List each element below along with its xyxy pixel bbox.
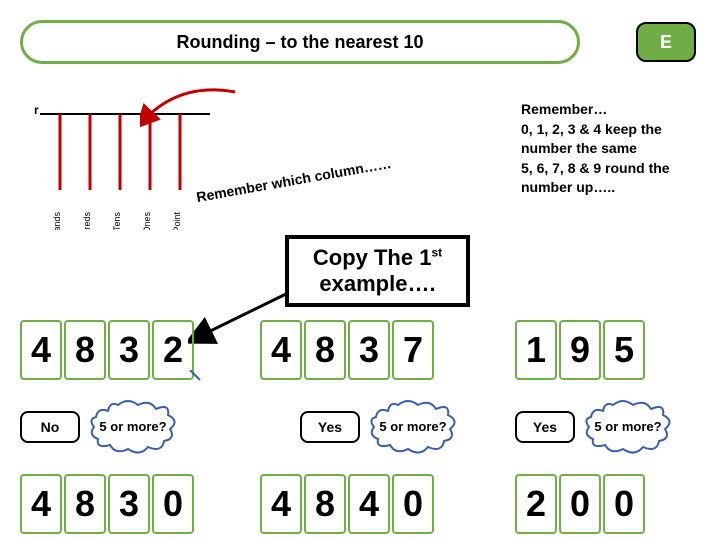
digit-cell: 0 <box>152 474 194 534</box>
digit-cell: 2 <box>515 474 557 534</box>
example-1-input: 4 8 3 2 <box>20 320 220 380</box>
digit-cell: 0 <box>603 474 645 534</box>
label-tens: Tens <box>112 212 122 230</box>
example-2: 4 8 3 7 Yes 5 or more? 4 8 4 0 <box>260 320 460 534</box>
digit-cell: 4 <box>260 474 302 534</box>
digit-cell: 3 <box>348 320 390 380</box>
digit-cell: 8 <box>304 474 346 534</box>
example-1: 4 8 3 2 No 5 or more? 4 8 3 0 <box>20 320 220 534</box>
digit-cell: 1 <box>515 320 557 380</box>
level-badge: E <box>636 22 696 62</box>
digit-cell: 7 <box>392 320 434 380</box>
label-ones: Ones <box>142 212 152 230</box>
digit-cell: 8 <box>64 320 106 380</box>
digit-cell: 5 <box>603 320 645 380</box>
curve-arrow-icon <box>140 86 260 151</box>
answer-box: No <box>20 411 80 443</box>
digit-cell: 3 <box>108 474 150 534</box>
digit-cell: 4 <box>348 474 390 534</box>
label-thousands: Thousands <box>52 212 62 230</box>
page-title: Rounding – to the nearest 10 <box>176 32 423 53</box>
example-2-output: 4 8 4 0 <box>260 474 460 534</box>
question-cloud: 5 or more? <box>583 399 673 455</box>
example-2-input: 4 8 3 7 <box>260 320 460 380</box>
header-pill: Rounding – to the nearest 10 <box>20 20 580 64</box>
digit-cell: 2 <box>152 320 194 380</box>
digit-cell: 4 <box>20 474 62 534</box>
question-cloud: 5 or more? <box>368 399 458 455</box>
example-3-input: 1 9 5 <box>515 320 685 380</box>
example-1-output: 4 8 3 0 <box>20 474 220 534</box>
digit-cell: 3 <box>108 320 150 380</box>
example-3-output: 2 0 0 <box>515 474 685 534</box>
label-decimal: Decimal Point <box>172 212 182 230</box>
copy-example-box: Copy The 1st example…. <box>285 235 470 307</box>
answer-box: Yes <box>515 411 575 443</box>
label-hundreds: Hundreds <box>82 212 92 230</box>
digit-cell: 4 <box>260 320 302 380</box>
example-3: 1 9 5 Yes 5 or more? 2 0 0 <box>515 320 685 534</box>
svg-text:r: r <box>34 103 39 117</box>
answer-box: Yes <box>300 411 360 443</box>
digit-cell: 0 <box>392 474 434 534</box>
question-cloud: 5 or more? <box>88 399 178 455</box>
digit-cell: 9 <box>559 320 601 380</box>
remember-text: Remember… 0, 1, 2, 3 & 4 keep the number… <box>521 100 696 198</box>
digit-cell: 0 <box>559 474 601 534</box>
digit-cell: 4 <box>20 320 62 380</box>
digit-cell: 8 <box>64 474 106 534</box>
digit-cell: 8 <box>304 320 346 380</box>
